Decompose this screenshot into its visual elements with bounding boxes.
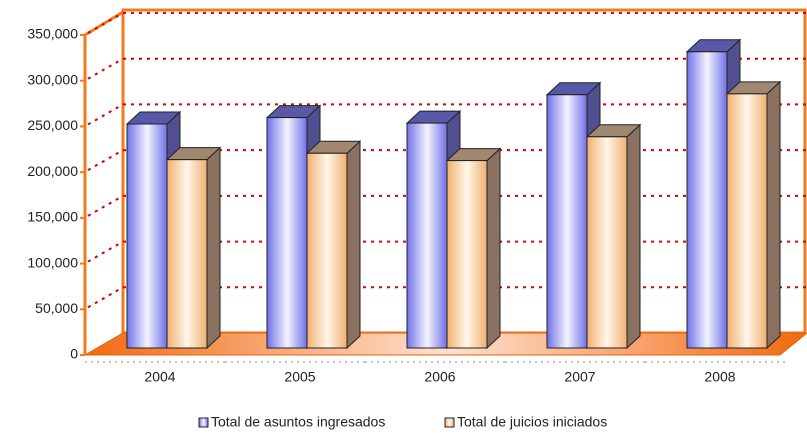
x-tick-label: 2006 [424, 369, 455, 385]
bar-side [346, 140, 361, 350]
legend-swatch [198, 417, 209, 428]
legend-swatch [444, 417, 455, 428]
grid-line [87, 57, 124, 80]
grid-line [87, 240, 124, 263]
y-tick-label: 0 [70, 346, 78, 362]
bar [726, 93, 768, 349]
bar-side [766, 80, 781, 350]
x-tick-label: 2008 [704, 369, 735, 385]
bar-side [486, 147, 501, 350]
x-tick-label: 2007 [564, 369, 595, 385]
y-tick-label: 150,000 [27, 209, 78, 225]
y-tick-label: 250,000 [27, 117, 78, 133]
y-tick-label: 50,000 [35, 300, 78, 316]
y-tick-label: 350,000 [27, 26, 78, 42]
grid-line [87, 149, 124, 172]
bar [406, 122, 448, 349]
x-tick-label: 2004 [144, 369, 175, 385]
bar [266, 117, 308, 349]
bar [446, 160, 488, 349]
legend-label: Total de juicios iniciados [457, 414, 607, 430]
bar-side [206, 146, 221, 350]
y-tick-label: 300,000 [27, 71, 78, 87]
y-tick-label: 200,000 [27, 163, 78, 179]
grid-line [87, 286, 124, 309]
bar-side [626, 123, 641, 350]
legend-label: Total de asuntos ingresados [211, 414, 385, 430]
grid-line [87, 194, 124, 217]
grid-line [87, 103, 124, 126]
y-tick-label: 100,000 [27, 254, 78, 270]
grid-line [87, 12, 124, 34]
x-tick-label: 2005 [284, 369, 315, 385]
bar [686, 51, 728, 349]
bar [166, 159, 208, 349]
bar [586, 136, 628, 349]
bar [546, 94, 588, 349]
bar [126, 123, 168, 349]
bar [306, 152, 348, 349]
